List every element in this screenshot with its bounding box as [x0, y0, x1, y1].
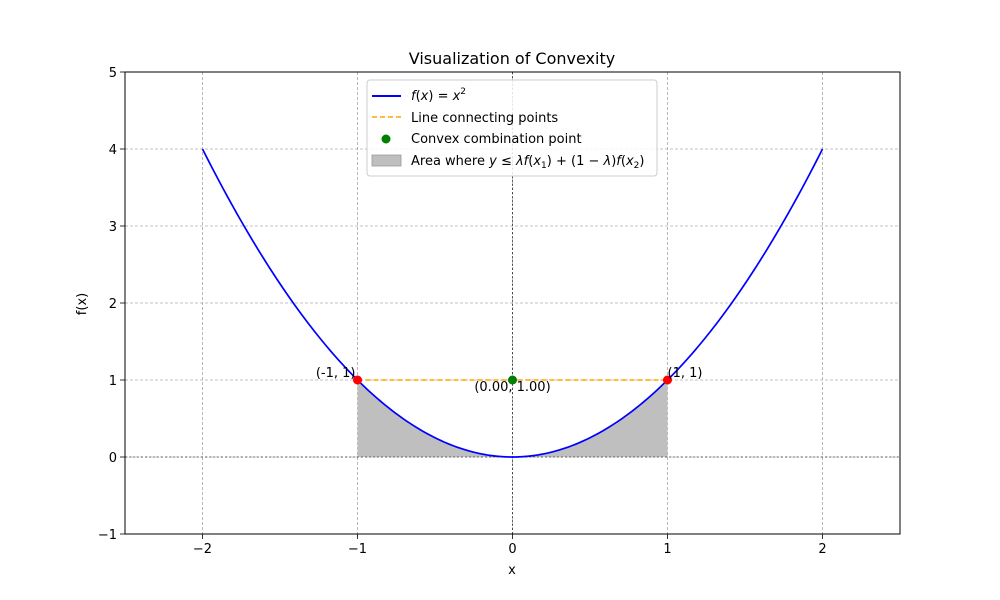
x-axis-label: x: [508, 563, 516, 578]
convex-point-label: (0.00, 1.00): [474, 380, 550, 395]
annotation-layer: (-1, 1) (1, 1) (0.00, 1.00): [316, 366, 703, 395]
y-tick-label: 3: [109, 220, 117, 235]
x-tick-label: 0: [508, 542, 516, 557]
x-tick-label: 1: [663, 542, 671, 557]
y-axis-ticks: −1 0 1 2 3 4 5: [98, 66, 125, 543]
x-tick-label: −2: [193, 542, 212, 557]
y-tick-label: 1: [109, 374, 117, 389]
curve-line: [201, 148, 824, 458]
legend-entry-fill: Area where y ≤ λf(x1) + (1 − λ)f(x2): [411, 154, 644, 171]
x-tick-label: −1: [348, 542, 367, 557]
legend-entry-point: Convex combination point: [411, 132, 582, 147]
legend: f(x) = x2 Line connecting points Convex …: [366, 79, 658, 177]
endpoint-label-left: (-1, 1): [316, 366, 356, 381]
x-tick-label: 2: [818, 542, 826, 557]
y-tick-label: 4: [109, 143, 117, 158]
convex-point-marker: [508, 375, 517, 385]
x-axis-ticks: −2 −1 0 1 2: [193, 534, 827, 557]
y-tick-label: 5: [109, 66, 117, 81]
legend-swatch-point: [381, 134, 391, 144]
y-tick-label: −1: [98, 528, 117, 543]
endpoint-marker-0: [353, 375, 362, 385]
legend-swatch-fill: [371, 154, 402, 167]
legend-entry-chord: Line connecting points: [411, 111, 558, 126]
endpoint-marker-1: [663, 375, 672, 385]
y-tick-label: 2: [109, 297, 117, 312]
endpoint-label-right: (1, 1): [668, 366, 703, 381]
y-tick-label: 0: [109, 451, 117, 466]
legend-box: [366, 79, 658, 177]
marker-layer: [353, 375, 672, 385]
y-axis-label: f(x): [75, 293, 90, 315]
chart-title: Visualization of Convexity: [409, 49, 615, 68]
legend-entry-curve: f(x) = x2: [411, 87, 466, 104]
